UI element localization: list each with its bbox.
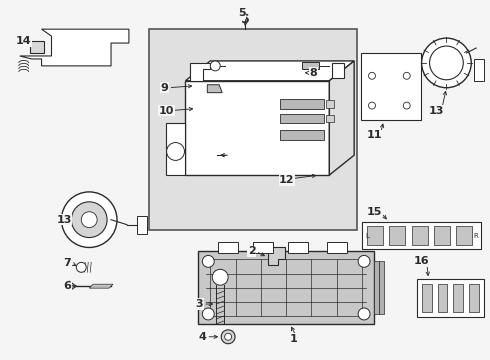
Bar: [30, 41, 44, 53]
Bar: [374, 261, 379, 314]
Bar: [326, 100, 334, 108]
Circle shape: [202, 255, 214, 267]
Polygon shape: [166, 123, 185, 175]
Text: 11: 11: [367, 130, 383, 140]
Bar: [301, 62, 319, 69]
Bar: [434, 226, 450, 246]
Text: 12: 12: [279, 175, 294, 185]
Bar: [218, 242, 238, 253]
Circle shape: [358, 308, 370, 320]
Text: 16: 16: [414, 256, 429, 266]
Text: L: L: [365, 233, 369, 239]
Text: 1: 1: [290, 334, 297, 344]
Bar: [327, 242, 347, 253]
Text: 2: 2: [248, 247, 256, 256]
Polygon shape: [191, 63, 210, 81]
Text: 13: 13: [56, 215, 72, 225]
Bar: [412, 226, 428, 246]
Bar: [280, 113, 324, 123]
Polygon shape: [268, 247, 285, 265]
Bar: [149, 29, 357, 230]
Text: R: R: [473, 233, 478, 239]
Bar: [198, 251, 374, 324]
Bar: [362, 222, 481, 249]
Polygon shape: [185, 61, 354, 81]
Bar: [288, 242, 308, 253]
Circle shape: [368, 72, 375, 79]
Bar: [280, 99, 324, 109]
Text: 10: 10: [159, 105, 174, 116]
Circle shape: [403, 102, 410, 109]
Bar: [390, 226, 405, 246]
Bar: [416, 279, 484, 317]
Polygon shape: [207, 85, 222, 93]
Circle shape: [210, 61, 220, 71]
Circle shape: [76, 262, 86, 272]
Bar: [185, 81, 329, 175]
Text: 9: 9: [161, 83, 169, 93]
Bar: [421, 284, 432, 312]
Bar: [326, 114, 334, 122]
Polygon shape: [332, 63, 344, 78]
Text: 13: 13: [429, 105, 444, 116]
Bar: [367, 226, 383, 246]
Circle shape: [167, 143, 184, 161]
Bar: [361, 53, 420, 121]
Circle shape: [403, 72, 410, 79]
Text: 15: 15: [367, 207, 382, 217]
Text: 8: 8: [310, 68, 318, 78]
Circle shape: [221, 330, 235, 344]
Bar: [456, 226, 472, 246]
Bar: [453, 284, 464, 312]
Circle shape: [81, 212, 97, 228]
Text: 6: 6: [63, 281, 71, 291]
Circle shape: [421, 38, 471, 88]
Circle shape: [61, 192, 117, 247]
Text: 5: 5: [241, 13, 249, 26]
Bar: [280, 130, 324, 140]
Text: 14: 14: [16, 36, 31, 46]
Polygon shape: [329, 61, 354, 175]
Circle shape: [212, 269, 228, 285]
Bar: [469, 284, 479, 312]
Text: 4: 4: [198, 332, 206, 342]
Circle shape: [430, 46, 464, 80]
Bar: [137, 216, 147, 234]
Text: 5: 5: [238, 8, 245, 18]
Bar: [438, 284, 447, 312]
Polygon shape: [89, 284, 113, 288]
Circle shape: [358, 255, 370, 267]
Circle shape: [202, 308, 214, 320]
Text: 7: 7: [63, 258, 71, 268]
Circle shape: [72, 202, 107, 238]
Circle shape: [224, 333, 232, 340]
Bar: [379, 261, 384, 314]
Bar: [474, 59, 484, 81]
Bar: [253, 242, 273, 253]
Text: 3: 3: [196, 299, 203, 309]
Circle shape: [368, 102, 375, 109]
Polygon shape: [20, 29, 129, 66]
